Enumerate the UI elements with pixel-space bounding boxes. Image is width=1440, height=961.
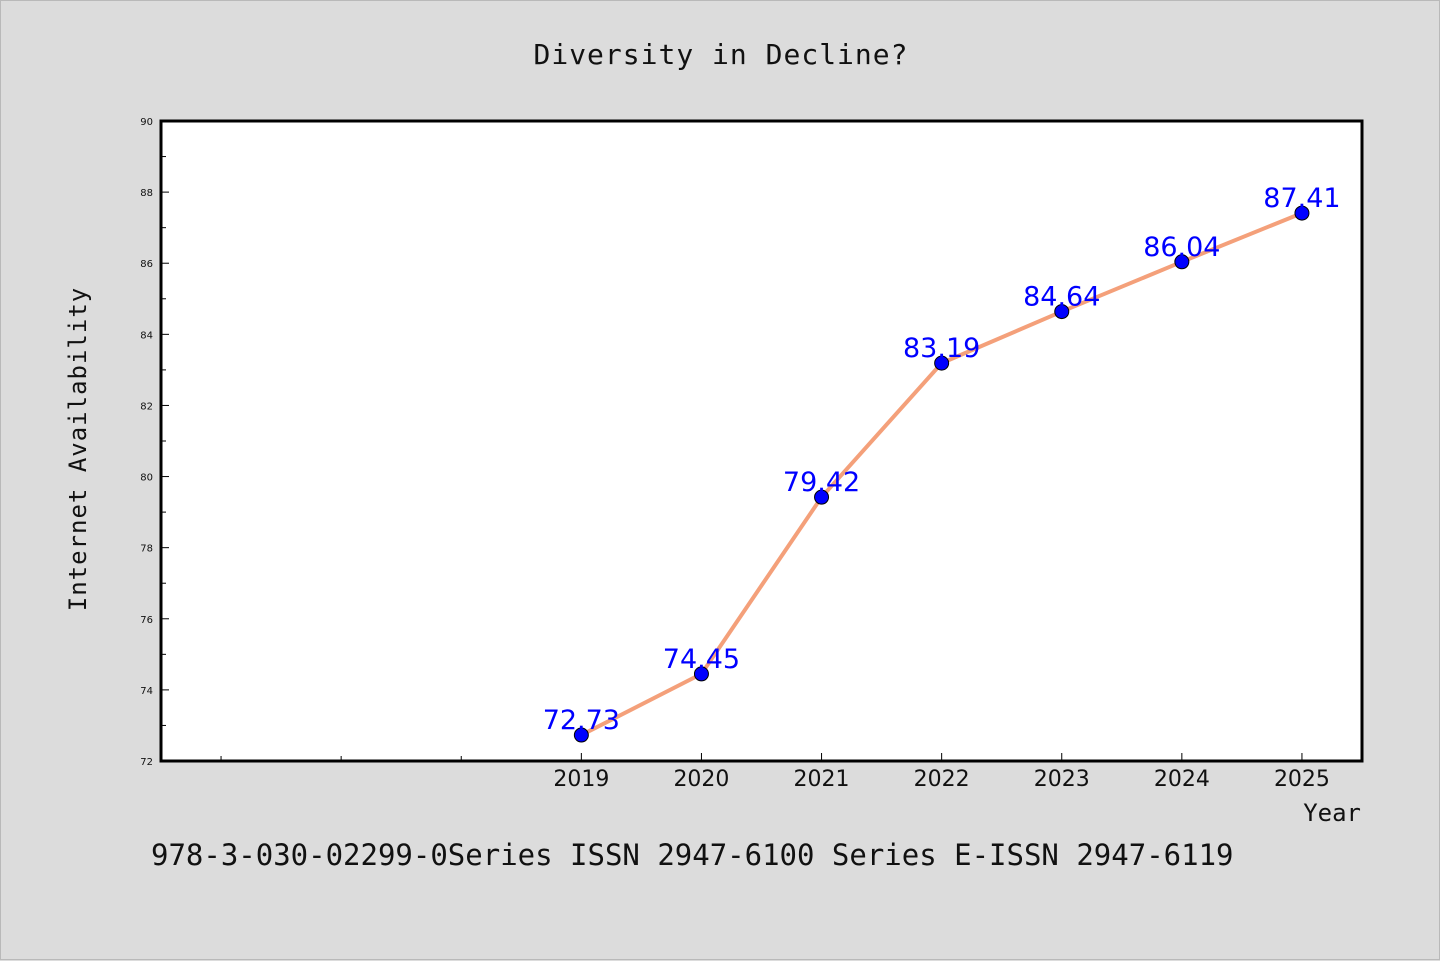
data-label: 86.04 [1143,232,1220,263]
x-tick-label: 2021 [794,767,850,792]
x-axis: 2019 2020 2021 2022 2023 2024 2025 [220,753,1330,792]
x-tick-label: 2022 [914,767,970,792]
data-label: 83.19 [903,333,980,364]
y-axis: 72 74 76 78 80 82 84 86 88 90 [140,117,169,768]
series-layer: 72.73 74.45 79.42 83.19 84.64 86.04 87.41 [543,183,1341,743]
data-point [573,727,589,743]
data-point [1174,254,1190,270]
y-tick-label: 82 [140,401,153,412]
data-label: 74.45 [663,644,740,675]
footer-isbn-issn: 978-3-030-02299-0Series ISSN 2947-6100 S… [151,838,1234,872]
data-point [814,489,830,505]
data-point [693,666,709,682]
x-tick-label: 2023 [1034,767,1090,792]
data-label: 72.73 [543,705,620,736]
y-axis-label: Internet Availability [64,287,92,611]
y-tick-label: 74 [140,686,153,697]
y-tick-label: 84 [140,330,153,341]
data-label: 84.64 [1023,282,1100,313]
y-tick-label: 72 [140,757,153,768]
x-tick-label: 2019 [553,767,609,792]
x-tick-label: 2020 [673,767,729,792]
x-tick-label: 2024 [1154,767,1210,792]
data-point [934,355,950,371]
data-label: 79.42 [783,467,860,498]
y-tick-label: 90 [140,117,153,128]
y-tick-label: 88 [140,188,153,199]
y-tick-label: 80 [140,473,153,484]
chart-title: Diversity in Decline? [533,38,908,71]
data-label: 87.41 [1263,183,1340,214]
data-point [1294,205,1310,221]
data-point [1054,304,1070,320]
y-tick-label: 76 [140,615,153,626]
plot-area [159,119,1364,763]
y-tick-label: 78 [140,544,153,555]
y-tick-label: 86 [140,259,153,270]
x-axis-label: Year [1303,799,1361,827]
x-tick-label: 2025 [1274,767,1330,792]
